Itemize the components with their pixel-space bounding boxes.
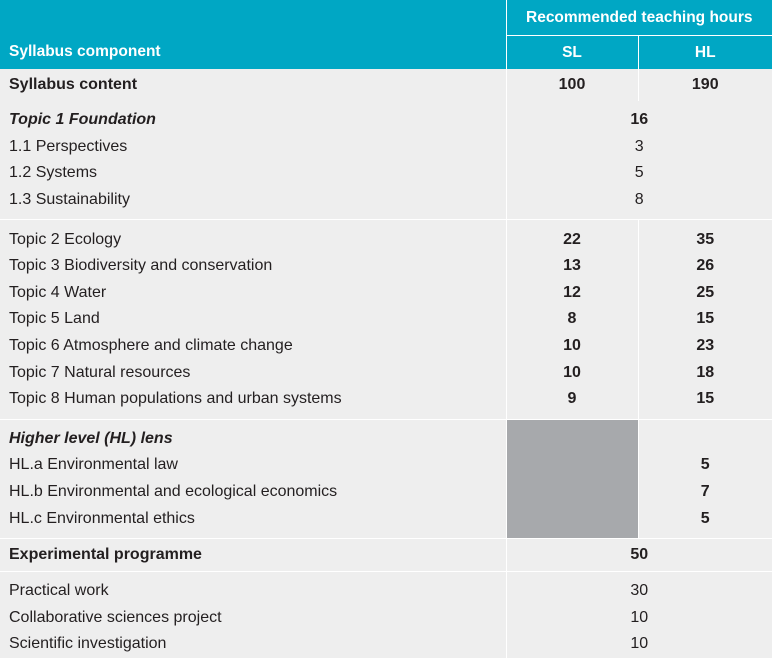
hl-lens-item-label: HL.b Environmental and ecological econom… [9, 483, 338, 501]
topic-label: Topic 3 Biodiversity and conservation [9, 257, 273, 275]
table-row: HL.b Environmental and ecological econom… [0, 478, 772, 506]
topic-label: Topic 7 Natural resources [9, 363, 191, 381]
table-row: 1.3 Sustainability 8 [0, 186, 772, 220]
table-row: Practical work 30 [0, 570, 772, 605]
table-row: Topic 7 Natural resources 10 18 [0, 359, 772, 386]
experimental-item-hours: 10 [505, 604, 772, 632]
syllabus-component-header: Syllabus component [0, 0, 506, 69]
experimental-programme-hours: 50 [505, 537, 772, 572]
subtopic-hours: 3 [505, 133, 772, 161]
table-row: 1.1 Perspectives 3 [0, 133, 772, 161]
topic-label: Topic 5 Land [9, 310, 100, 328]
hl-lens-item-hl: 7 [637, 478, 772, 506]
experimental-item-label: Collaborative sciences project [9, 608, 222, 626]
topic-sl: 10 [505, 332, 638, 360]
experimental-item-label: Scientific investigation [9, 635, 167, 653]
hl-header: HL [637, 35, 772, 69]
topic-sl: 10 [505, 359, 638, 386]
table-row: HL.a Environmental law 5 [0, 452, 772, 479]
hl-lens-item-hl: 5 [637, 452, 772, 479]
topic1-hours: 16 [505, 101, 772, 134]
table-row: Topic 6 Atmosphere and climate change 10… [0, 332, 772, 360]
topic-hl: 15 [637, 306, 772, 333]
sl-header: SL [505, 35, 638, 69]
experimental-programme-label: Experimental programme [0, 537, 506, 572]
sl-not-applicable-cell [505, 418, 638, 539]
topic-label: Topic 4 Water [9, 283, 107, 301]
syllabus-content-sl: 100 [505, 69, 638, 101]
topic-sl: 13 [505, 252, 638, 280]
syllabus-content-hl: 190 [637, 69, 772, 101]
table-row: 1.2 Systems 5 [0, 160, 772, 187]
table-row: Topic 3 Biodiversity and conservation 13… [0, 252, 772, 280]
experimental-item-hours: 10 [505, 631, 772, 658]
topic1-label: Topic 1 Foundation [9, 111, 156, 129]
topic-sl: 8 [505, 306, 638, 333]
topic-sl: 22 [505, 219, 638, 253]
table-row: HL.c Environmental ethics 5 [0, 505, 772, 539]
table-row: Scientific investigation 10 [0, 631, 772, 658]
subtopic-hours: 5 [505, 160, 772, 187]
subtopic-hours: 8 [505, 186, 772, 220]
table-row: Topic 4 Water 12 25 [0, 279, 772, 307]
topic-hl: 35 [637, 219, 772, 253]
topic-hl: 18 [637, 359, 772, 386]
topic-hl: 15 [637, 385, 772, 420]
syllabus-content-row: Syllabus content 100 190 [0, 69, 772, 101]
hl-lens-item-label: HL.c Environmental ethics [9, 509, 195, 527]
topic-label: Topic 2 Ecology [0, 219, 506, 253]
experimental-item-label: Practical work [0, 570, 506, 605]
table-row: Topic 5 Land 8 15 [0, 306, 772, 333]
topic-label: Topic 8 Human populations and urban syst… [9, 390, 342, 408]
hl-lens-item-label: HL.a Environmental law [9, 456, 178, 474]
hl-lens-row: Higher level (HL) lens [0, 418, 772, 539]
syllabus-content-label: Syllabus content [9, 76, 138, 93]
topic1-row: Topic 1 Foundation 16 [0, 101, 772, 134]
hl-lens-label: Higher level (HL) lens [0, 418, 506, 453]
table-row: Topic 8 Human populations and urban syst… [0, 385, 772, 420]
table-row: Collaborative sciences project 10 [0, 604, 772, 632]
experimental-programme-row: Experimental programme 50 [0, 537, 772, 572]
topic-hl: 25 [637, 279, 772, 307]
recommended-hours-header: Recommended teaching hours [505, 0, 772, 36]
topic-hl: 26 [637, 252, 772, 280]
subtopic-label: 1.2 Systems [9, 164, 98, 182]
experimental-item-hours: 30 [505, 570, 772, 605]
subtopic-label: 1.1 Perspectives [9, 137, 128, 155]
topic-sl: 9 [505, 385, 638, 420]
hl-lens-item-hl: 5 [637, 505, 772, 539]
subtopic-label: 1.3 Sustainability [9, 191, 130, 209]
topic-label: Topic 6 Atmosphere and climate change [9, 337, 293, 355]
topic-hl: 23 [637, 332, 772, 360]
hl-lens-hl-empty [637, 418, 772, 453]
topic-sl: 12 [505, 279, 638, 307]
table-row: Topic 2 Ecology 22 35 [0, 219, 772, 253]
